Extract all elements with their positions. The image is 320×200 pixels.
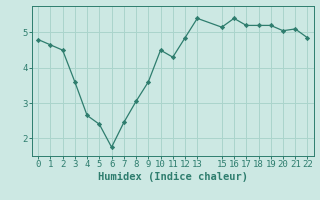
X-axis label: Humidex (Indice chaleur): Humidex (Indice chaleur) xyxy=(98,172,248,182)
